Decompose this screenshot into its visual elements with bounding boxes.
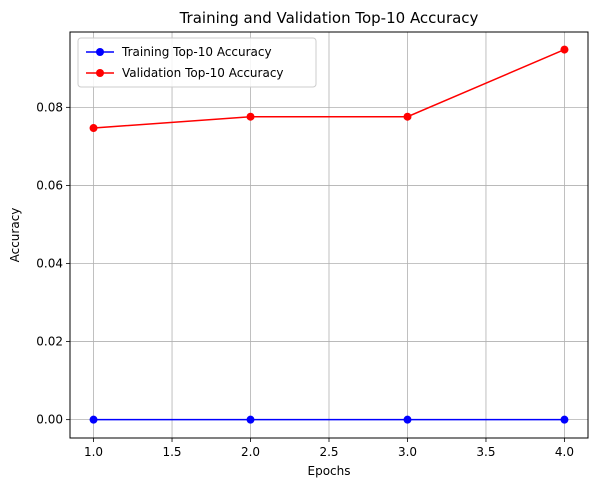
series-layer — [89, 45, 569, 424]
training-top-10-accuracy-point — [560, 415, 569, 424]
validation-top-10-accuracy-point — [403, 112, 412, 121]
training-top-10-accuracy-point — [246, 415, 255, 424]
y-tick-label: 0.06 — [36, 178, 63, 192]
chart-title: Training and Validation Top-10 Accuracy — [179, 9, 479, 27]
y-axis-label: Accuracy — [8, 208, 22, 263]
x-tick-label: 1.0 — [84, 445, 103, 459]
tick-layer: 1.0 1.5 2.0 2.5 3.0 3.5 4.0 0.00 0.02 0.04 0.06 0.0… — [36, 100, 574, 459]
x-tick-label: 3.0 — [398, 445, 417, 459]
legend-training-top-10-accuracy-marker — [96, 48, 104, 56]
legend-box — [77, 37, 317, 88]
validation-top-10-accuracy-point — [89, 124, 98, 133]
x-tick-label: 2.5 — [319, 445, 338, 459]
x-tick-label: 1.5 — [162, 445, 181, 459]
y-tick-label: 0.04 — [36, 256, 63, 270]
y-tick-label: 0.08 — [36, 100, 63, 114]
legend-training-top-10-accuracy-label: Training Top-10 Accuracy — [121, 45, 272, 59]
y-tick-label: 0.00 — [36, 413, 63, 427]
x-axis-label: Epochs — [308, 464, 351, 478]
legend-validation-top-10-accuracy-label: Validation Top-10 Accuracy — [122, 66, 284, 80]
training-top-10-accuracy-point — [403, 415, 412, 424]
legend-validation-top-10-accuracy-marker — [96, 69, 104, 77]
y-tick-label: 0.02 — [36, 335, 63, 349]
validation-top-10-accuracy-point — [246, 112, 255, 121]
training-top-10-accuracy-point — [89, 415, 98, 424]
x-tick-label: 4.0 — [555, 445, 574, 459]
validation-top-10-accuracy-point — [560, 45, 569, 54]
x-tick-label: 2.0 — [241, 445, 260, 459]
legend: Training Top-10 Accuracy Validation Top-1… — [77, 37, 317, 88]
validation-top-10-accuracy-line — [93, 48, 565, 129]
x-tick-label: 3.5 — [476, 445, 495, 459]
